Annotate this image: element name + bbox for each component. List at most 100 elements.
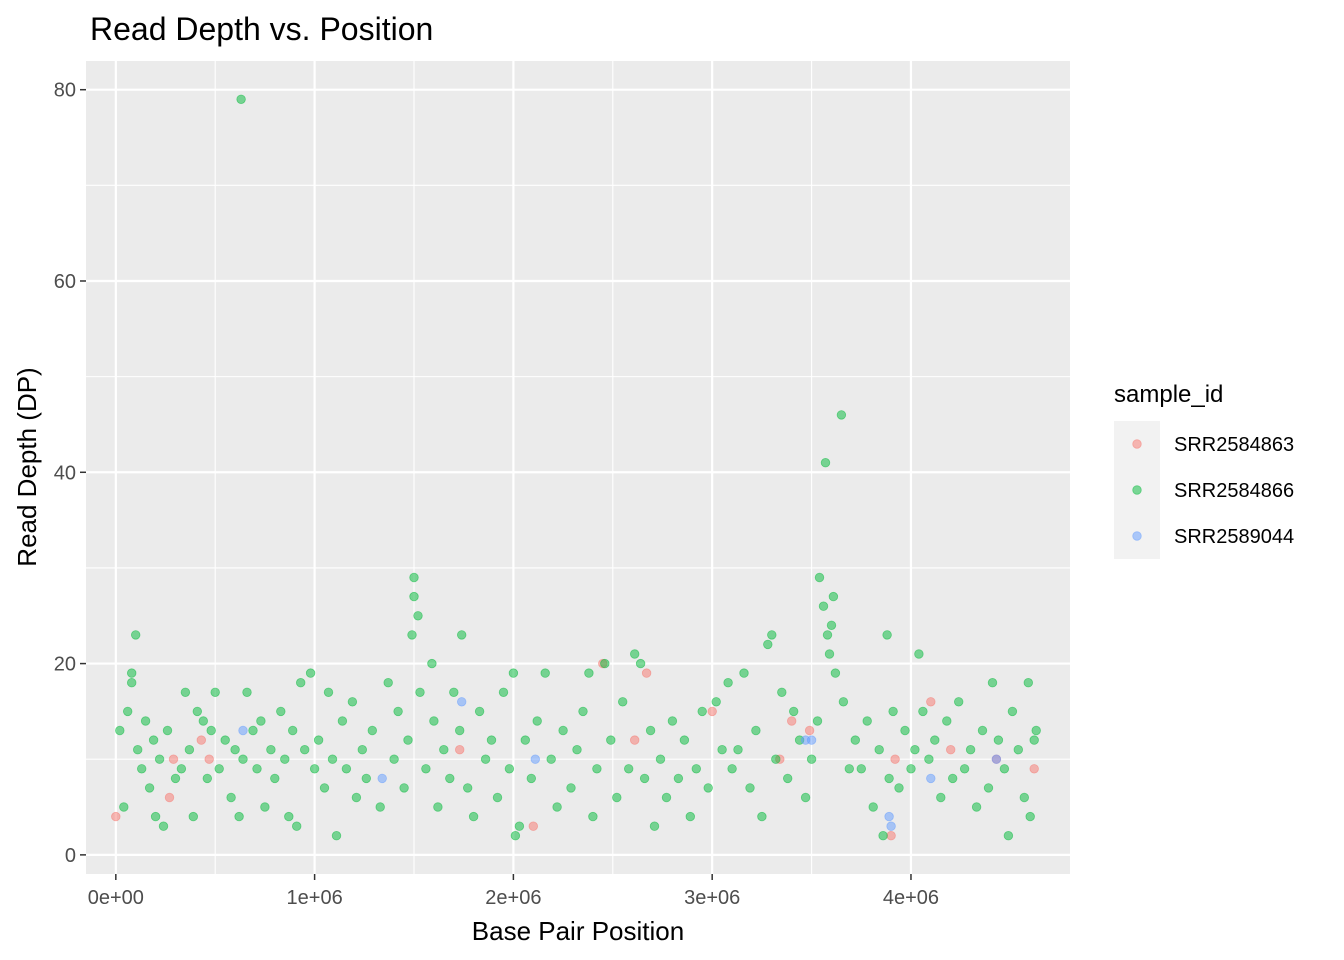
data-point — [546, 754, 556, 764]
data-point — [119, 802, 129, 812]
data-point — [862, 716, 872, 726]
data-point — [926, 697, 936, 707]
data-point — [457, 697, 467, 707]
legend-swatch — [1132, 531, 1142, 541]
data-point — [468, 811, 479, 822]
data-point — [838, 697, 849, 707]
data-point — [399, 783, 409, 793]
data-point — [180, 687, 191, 698]
data-point — [987, 678, 998, 688]
data-point — [351, 792, 362, 803]
data-point — [234, 811, 244, 822]
data-point — [455, 745, 465, 755]
data-point — [337, 716, 348, 726]
data-point — [492, 792, 503, 803]
data-point — [198, 716, 209, 726]
legend-items: SRR2584863 SRR2584866 SRR2589044 — [1114, 421, 1294, 559]
data-point — [126, 668, 137, 678]
data-point — [341, 764, 352, 774]
data-point — [280, 754, 290, 764]
data-point — [890, 754, 900, 764]
data-point — [836, 410, 847, 420]
x-tick-label: 2e+06 — [485, 887, 541, 909]
data-point — [480, 754, 491, 764]
legend-label: SRR2584863 — [1174, 434, 1294, 456]
data-point — [226, 792, 236, 803]
data-point — [886, 831, 896, 841]
data-point — [284, 811, 294, 822]
y-tick-label: 80 — [54, 80, 76, 102]
data-point — [433, 802, 443, 812]
data-point — [1025, 811, 1035, 822]
data-point — [723, 678, 733, 688]
x-axis-title: Base Pair Position — [472, 916, 684, 946]
data-point — [906, 764, 916, 774]
data-point — [206, 725, 216, 736]
data-point — [1003, 831, 1014, 841]
data-point — [383, 678, 393, 688]
legend-swatch — [1132, 485, 1142, 495]
data-point — [508, 668, 519, 678]
data-point — [270, 773, 280, 784]
legend-label: SRR2584866 — [1174, 480, 1294, 502]
data-point — [313, 735, 324, 745]
data-point — [389, 754, 399, 764]
data-point — [455, 725, 465, 736]
data-point — [214, 764, 224, 774]
data-point — [777, 687, 787, 698]
data-point — [600, 658, 610, 669]
data-point — [220, 735, 230, 745]
data-point — [707, 706, 717, 717]
data-point — [618, 697, 628, 707]
data-point — [711, 697, 721, 707]
data-point — [196, 735, 207, 745]
data-point — [148, 735, 159, 745]
data-point — [645, 725, 656, 736]
x-tick-label: 0e+00 — [88, 887, 144, 909]
data-point — [814, 572, 825, 583]
data-point — [673, 773, 684, 784]
data-point — [184, 745, 195, 755]
data-point — [888, 706, 898, 717]
data-point — [319, 783, 330, 793]
data-point — [757, 811, 767, 822]
data-point — [856, 764, 867, 774]
data-point — [532, 716, 542, 726]
data-point — [309, 764, 320, 774]
data-point — [830, 668, 841, 678]
data-point — [122, 706, 133, 717]
data-point — [530, 754, 541, 764]
data-point — [1023, 678, 1034, 688]
data-point — [486, 735, 497, 745]
data-point — [946, 745, 956, 755]
data-point — [288, 725, 298, 736]
data-point — [936, 792, 946, 803]
data-point — [528, 821, 539, 831]
data-point — [806, 754, 817, 764]
data-point — [679, 735, 690, 745]
data-point — [566, 783, 576, 793]
data-point — [170, 773, 181, 784]
data-point — [357, 745, 368, 755]
data-point — [828, 591, 839, 602]
data-point — [745, 783, 755, 793]
data-point — [457, 630, 467, 640]
plot-panel — [86, 61, 1070, 874]
data-point — [415, 687, 425, 698]
data-point — [926, 773, 936, 784]
data-point — [248, 725, 258, 736]
data-point — [463, 783, 473, 793]
data-point — [393, 706, 403, 717]
data-point — [256, 716, 266, 726]
x-tick-label: 3e+06 — [684, 887, 740, 909]
data-point — [954, 697, 964, 707]
data-point — [427, 658, 437, 669]
data-point — [327, 754, 338, 764]
data-point — [727, 764, 737, 774]
data-point — [763, 639, 773, 650]
data-point — [331, 831, 342, 841]
data-point — [820, 458, 831, 468]
data-point — [115, 725, 125, 736]
x-axis-ticks: 0e+00 1e+06 2e+06 3e+06 4e+06 — [88, 874, 939, 909]
data-point — [520, 735, 531, 745]
